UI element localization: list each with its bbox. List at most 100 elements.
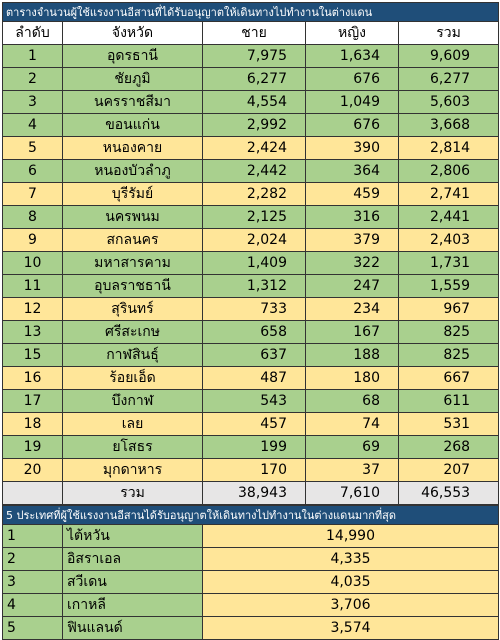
male-cell: 1,409 [202,251,306,275]
total-cell: 5,603 [397,90,500,114]
total-cell: 2,403 [397,228,500,252]
female-cell: 316 [305,205,399,229]
table-row: 17 บึงกาฬ 543 68 611 [2,389,500,413]
country-value: 4,335 [201,547,500,571]
header-total: รวม [397,21,500,45]
male-cell: 6,277 [202,67,306,91]
province-cell: มหาสารคาม [62,251,203,275]
table-row: 1 อุดรธานี 7,975 1,634 9,609 [2,44,500,68]
female-cell: 676 [305,67,399,91]
province-cell: อุดรธานี [62,44,203,68]
female-cell: 69 [305,435,399,459]
rank-cell: 17 [2,389,63,413]
country-rank: 1 [2,524,63,548]
table-row: 18 เลย 457 74 531 [2,412,500,436]
female-cell: 676 [305,113,399,137]
rank-cell: 2 [2,67,63,91]
rank-cell: 7 [2,182,63,206]
country-name: อิสราเอล [62,547,203,571]
table-row: 20 มุกดาหาร 170 37 207 [2,458,500,482]
country-name: ฟินแลนด์ [62,616,203,640]
province-cell: กาฬสินธุ์ [62,343,203,367]
male-cell: 2,282 [202,182,306,206]
country-value: 3,574 [201,616,500,640]
female-cell: 364 [305,159,399,183]
male-cell: 2,024 [202,228,306,252]
province-cell: อุบลราชธานี [62,274,203,298]
total-row: รวม 38,943 7,610 46,553 [2,481,500,505]
female-cell: 390 [305,136,399,160]
female-cell: 247 [305,274,399,298]
female-cell: 1,049 [305,90,399,114]
country-rank: 4 [2,593,63,617]
male-cell: 543 [202,389,306,413]
rank-cell: 8 [2,205,63,229]
total-cell: 2,441 [397,205,500,229]
female-cell: 180 [305,366,399,390]
total-cell: 2,741 [397,182,500,206]
male-cell: 1,312 [202,274,306,298]
male-cell: 2,125 [202,205,306,229]
province-cell: ศรีสะเกษ [62,320,203,344]
country-value: 3,706 [201,593,500,617]
table-row: 10 มหาสารคาม 1,409 322 1,731 [2,251,500,275]
province-cell: มุกดาหาร [62,458,203,482]
country-row: 1 ไต้หวัน 14,990 [2,524,500,548]
total-cell: 3,668 [397,113,500,137]
country-row: 2 อิสราเอล 4,335 [2,547,500,571]
rank-cell: 13 [2,320,63,344]
total-cell: 967 [397,297,500,321]
country-rank: 2 [2,547,63,571]
female-cell: 74 [305,412,399,436]
rank-cell: 6 [2,159,63,183]
rank-cell: 11 [2,274,63,298]
male-cell: 733 [202,297,306,321]
table-row: 7 บุรีรัมย์ 2,282 459 2,741 [2,182,500,206]
total-empty-cell [2,481,63,505]
province-cell: ชัยภูมิ [62,67,203,91]
total-cell: 6,277 [397,67,500,91]
province-cell: บุรีรัมย์ [62,182,203,206]
male-cell: 487 [202,366,306,390]
country-row: 4 เกาหลี 3,706 [2,593,500,617]
total-cell: 1,731 [397,251,500,275]
rank-cell: 10 [2,251,63,275]
total-cell: 268 [397,435,500,459]
table-row: 9 สกลนคร 2,024 379 2,403 [2,228,500,252]
total-cell: 611 [397,389,500,413]
header-province: จังหวัด [62,21,203,45]
rank-cell: 16 [2,366,63,390]
rank-cell: 5 [2,136,63,160]
province-cell: บึงกาฬ [62,389,203,413]
male-cell: 2,442 [202,159,306,183]
table-row: 12 สุรินทร์ 733 234 967 [2,297,500,321]
male-cell: 7,975 [202,44,306,68]
total-cell: 667 [397,366,500,390]
country-name: ไต้หวัน [62,524,203,548]
country-row: 5 ฟินแลนด์ 3,574 [2,616,500,640]
province-cell: เลย [62,412,203,436]
country-value: 4,035 [201,570,500,594]
total-cell: 207 [397,458,500,482]
country-name: สวีเดน [62,570,203,594]
country-table: 5 ประเทศที่ผู้ใช้แรงงานอีสานได้รับอนุญาต… [1,505,500,640]
rank-cell: 3 [2,90,63,114]
female-cell: 459 [305,182,399,206]
table-row: 8 นครพนม 2,125 316 2,441 [2,205,500,229]
total-cell: 825 [397,343,500,367]
province-cell: นครราชสีมา [62,90,203,114]
male-cell: 4,554 [202,90,306,114]
header-row: ลำดับ จังหวัด ชาย หญิง รวม [2,21,500,45]
female-cell: 37 [305,458,399,482]
province-table: ตารางจำนวนผู้ใช้แรงงานอีสานที่ได้รับอนุญ… [1,2,500,505]
total-cell: 2,814 [397,136,500,160]
table-row: 4 ขอนแก่น 2,992 676 3,668 [2,113,500,137]
province-cell: สกลนคร [62,228,203,252]
female-cell: 1,634 [305,44,399,68]
province-cell: หนองบัวลำภู [62,159,203,183]
total-male: 38,943 [202,481,306,505]
rank-cell: 15 [2,343,63,367]
female-cell: 322 [305,251,399,275]
rank-cell: 20 [2,458,63,482]
